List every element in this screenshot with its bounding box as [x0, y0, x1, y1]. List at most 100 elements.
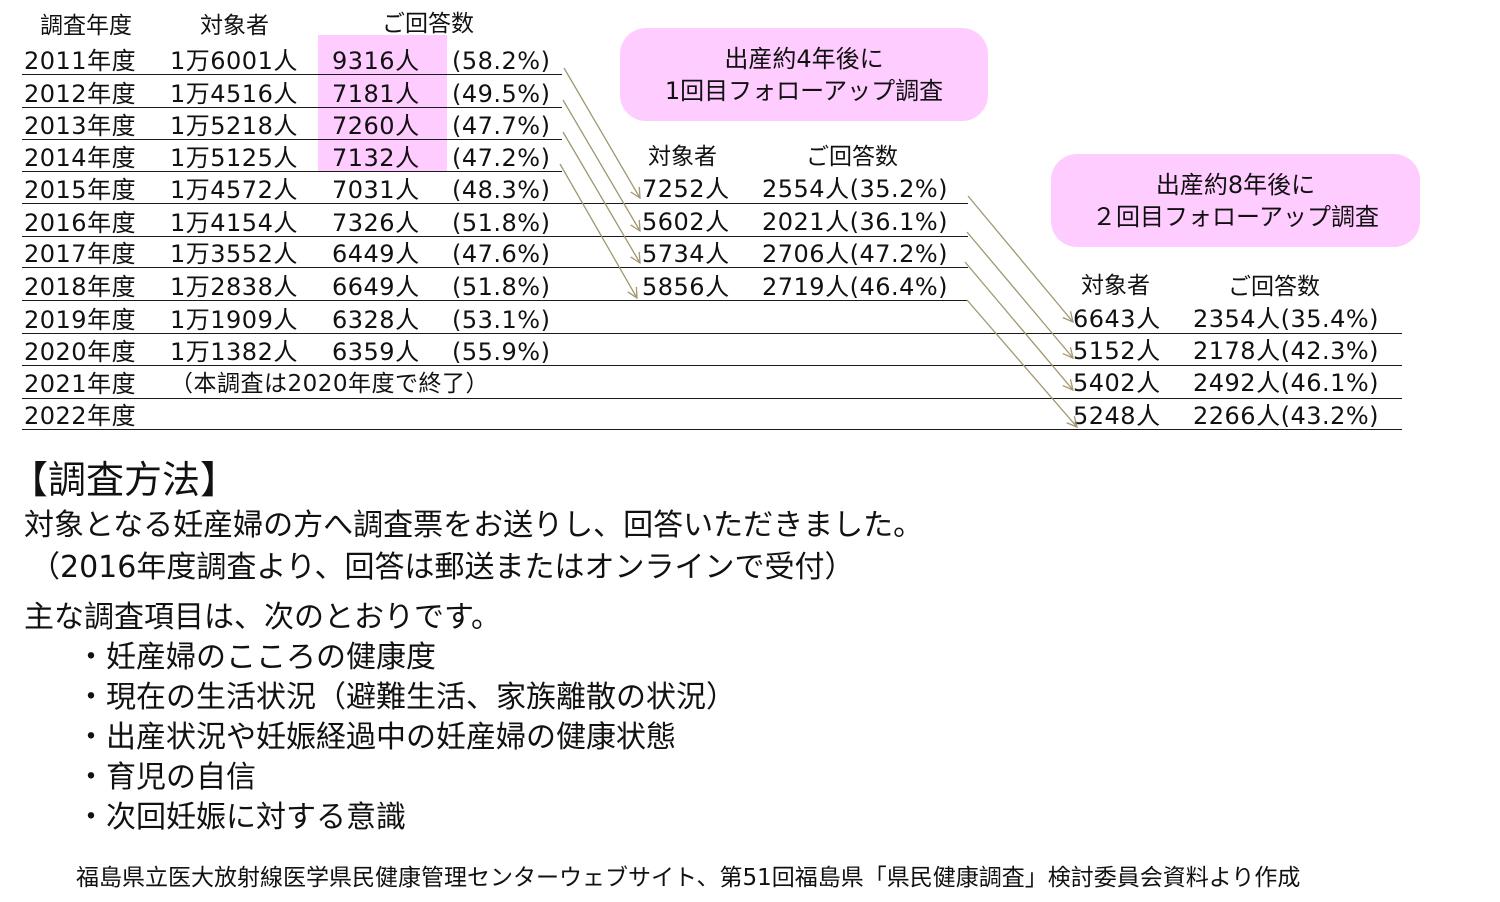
method-item: ・次回妊娠に対する意識 [76, 800, 406, 835]
row-rate: (47.7%) [452, 112, 551, 140]
method-line1: 対象となる妊産婦の方へ調査票をお送りし、回答いただきました。 [24, 508, 924, 543]
followup2-callout-line1: 出産約8年後に [1155, 170, 1316, 199]
followup2-responses: 2178人(42.3%) [1193, 337, 1380, 365]
row-target: 1万1909人 [170, 306, 298, 334]
followup1-responses: 2021人(36.1%) [762, 208, 949, 236]
header-target: 対象者 [200, 13, 269, 39]
row-target: 1万6001人 [170, 47, 298, 75]
arrow-2014-to-fu1 [559, 163, 637, 298]
row-rate: (55.9%) [452, 338, 551, 366]
row-year: 2016年度 [24, 209, 137, 237]
row-responses: 7031人 [332, 176, 420, 204]
followup2-callout-line2: ２回目フォローアップ調査 [1091, 202, 1380, 231]
followup2-callout: 出産約8年後に ２回目フォローアップ調査 [1051, 154, 1420, 247]
followup2-target: 6643人 [1073, 305, 1161, 333]
row-responses: 7181人 [332, 80, 420, 108]
arrow-2013-to-fu1 [562, 131, 640, 263]
row-target: 1万4572人 [170, 176, 298, 204]
followup2-header-responses: ご回答数 [1228, 274, 1320, 300]
followup1-target: 5734人 [642, 240, 730, 268]
arrow-fu1-2018-to-fu2 [966, 299, 1077, 427]
row-year: 2011年度 [24, 47, 137, 75]
row-year: 2015年度 [24, 176, 137, 204]
row-rate: (58.2%) [452, 47, 551, 75]
row-line-2020 [22, 365, 1402, 366]
row-rate: (51.8%) [452, 209, 551, 237]
followup2-header-target: 対象者 [1081, 273, 1150, 299]
arrow-fu1-2016-to-fu2 [966, 231, 1073, 358]
row-year: 2017年度 [24, 240, 137, 268]
row-target: 1万4154人 [170, 209, 298, 237]
method-title: 【調査方法】 [10, 458, 239, 502]
followup1-target: 7252人 [642, 175, 730, 203]
row-rate: (53.1%) [452, 306, 551, 334]
row-responses: 6449人 [332, 240, 420, 268]
method-line2: （2016年度調査より、回答は郵送またはオンラインで受付） [30, 550, 855, 585]
followup1-responses: 2706人(47.2%) [762, 240, 949, 268]
source-footer: 福島県立医大放射線医学県民健康管理センターウェブサイト、第51回福島県「県民健康… [76, 865, 1301, 891]
method-item: ・育児の自信 [76, 760, 256, 795]
responses-highlight [318, 35, 447, 171]
row-line-2014 [22, 171, 562, 172]
row-year: 2020年度 [24, 338, 137, 366]
row-year: 2022年度 [24, 402, 137, 430]
row-rate: (49.5%) [452, 80, 551, 108]
row-line-2012 [22, 107, 562, 108]
row-rate: (51.8%) [452, 273, 551, 301]
followup2-target: 5248人 [1073, 402, 1161, 430]
followup2-responses: 2354人(35.4%) [1193, 305, 1380, 333]
followup1-target: 5602人 [642, 208, 730, 236]
row-year: 2012年度 [24, 80, 137, 108]
followup2-target: 5152人 [1073, 337, 1161, 365]
method-item: ・現在の生活状況（避難生活、家族離散の状況） [76, 680, 736, 715]
row-line-2015 [22, 203, 968, 204]
row-responses: 9316人 [332, 47, 420, 75]
row-year: 2018年度 [24, 273, 137, 301]
row-responses: 6328人 [332, 306, 420, 334]
row-line-2019 [22, 333, 1402, 334]
followup2-target: 5402人 [1073, 369, 1161, 397]
row-responses: 7260人 [332, 112, 420, 140]
row-line-2016 [22, 236, 968, 237]
row-line-2017 [22, 267, 968, 268]
row-target: 1万4516人 [170, 80, 298, 108]
method-item: ・出産状況や妊娠経過中の妊産婦の健康状態 [76, 720, 676, 755]
followup2-responses: 2266人(43.2%) [1193, 402, 1380, 430]
row-line-2021 [22, 398, 1402, 399]
row-year: 2013年度 [24, 112, 137, 140]
row-line-2013 [22, 139, 562, 140]
row-target: 1万5125人 [170, 144, 298, 172]
followup1-header-target: 対象者 [648, 144, 717, 170]
row-responses: 6359人 [332, 338, 420, 366]
arrow-2012-to-fu1 [562, 99, 640, 231]
row-responses: 7132人 [332, 144, 420, 172]
row-target: 1万3552人 [170, 240, 298, 268]
row-line-2018 [22, 300, 968, 301]
method-items-intro: 主な調査項目は、次のとおりです。 [24, 600, 501, 635]
row-line-2011 [22, 74, 562, 75]
followup1-responses: 2554人(35.2%) [762, 175, 949, 203]
method-item: ・妊産婦のこころの健康度 [76, 640, 436, 675]
row-rate: (47.2%) [452, 144, 551, 172]
row-responses: 7326人 [332, 209, 420, 237]
header-responses: ご回答数 [382, 11, 474, 37]
row-rate: (47.6%) [452, 240, 551, 268]
followup1-responses: 2719人(46.4%) [762, 273, 949, 301]
row-line-2022 [22, 429, 1402, 430]
row-target: 1万5218人 [170, 112, 298, 140]
row-year: 2019年度 [24, 306, 137, 334]
row-target: 1万1382人 [170, 338, 298, 366]
row-target: 1万2838人 [170, 273, 298, 301]
followup1-callout: 出産約4年後に 1回目フォローアップ調査 [620, 28, 988, 121]
followup1-target: 5856人 [642, 273, 730, 301]
followup2-responses: 2492人(46.1%) [1193, 369, 1380, 397]
followup1-callout-line1: 出産約4年後に [724, 44, 884, 73]
row-year: 2021年度 [24, 370, 137, 398]
followup1-callout-line2: 1回目フォローアップ調査 [664, 76, 944, 105]
row-note: （本調査は2020年度で終了） [170, 371, 490, 397]
row-rate: (48.3%) [452, 176, 551, 204]
followup1-header-responses: ご回答数 [806, 144, 898, 170]
header-year: 調査年度 [40, 13, 132, 39]
row-responses: 6649人 [332, 273, 420, 301]
row-year: 2014年度 [24, 144, 137, 172]
